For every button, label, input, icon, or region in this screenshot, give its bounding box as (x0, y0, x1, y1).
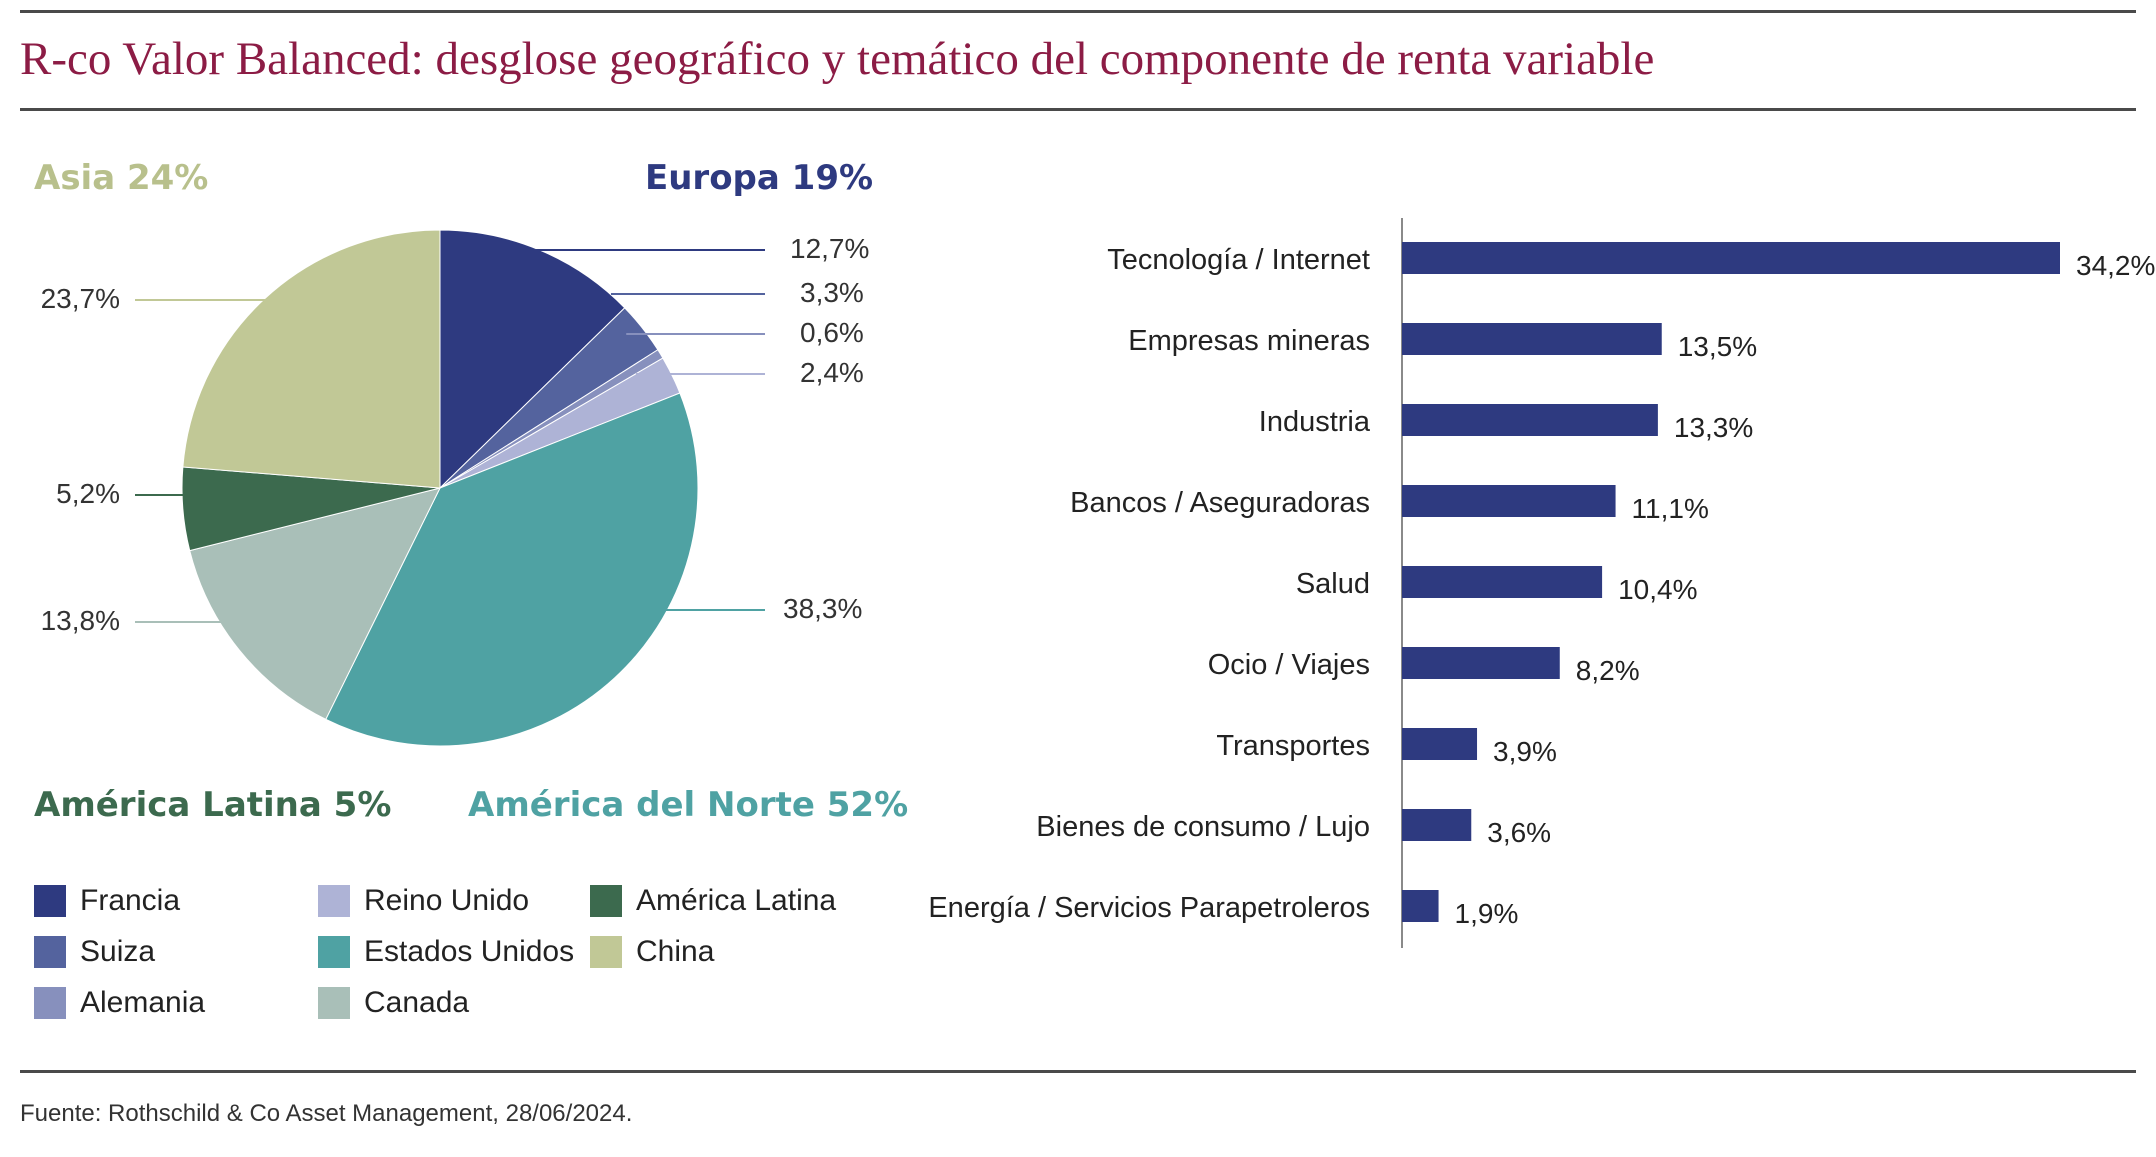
legend-label: Canada (364, 986, 470, 1019)
legend-swatch (318, 885, 350, 917)
legend-item-america-latina: América Latina (590, 884, 836, 918)
bar-category-industria: Industria (1259, 406, 1371, 438)
legend-label: Francia (80, 884, 181, 917)
bar-industria (1402, 404, 1658, 436)
legend-label: Estados Unidos (364, 935, 575, 968)
legend-item-estados-unidos: Estados Unidos (318, 935, 574, 969)
pie-label-reino-unido: 2,4% (800, 357, 864, 388)
pie-label-alemania: 0,6% (800, 317, 864, 348)
bar-transportes (1402, 728, 1478, 760)
bar-value-bienes-de-consumo-lujo: 3,6% (1487, 817, 1551, 848)
legend-swatch (318, 936, 350, 968)
pie-slice-china (182, 229, 441, 489)
bar-salud (1402, 566, 1603, 598)
top-rule (20, 10, 2136, 13)
pie-slice-estados-unidos (325, 392, 699, 747)
legend-item-suiza: Suiza (34, 935, 155, 969)
pie-label-estados-unidos: 38,3% (783, 593, 862, 624)
pie-label-canada: 13,8% (41, 605, 120, 636)
title-rule (20, 108, 2136, 111)
legend-item-china: China (590, 935, 714, 969)
region-label-america-latina: América Latina 5% (34, 785, 392, 825)
bar-empresas-mineras (1402, 323, 1662, 355)
bar-category-energia-servicios-parapetroleros: Energía / Servicios Parapetroleros (928, 892, 1370, 924)
region-label-asia: Asia 24% (34, 158, 209, 198)
region-label-europa: Europa 19% (645, 158, 874, 198)
bar-category-transportes: Transportes (1216, 730, 1370, 762)
chart-title: R-co Valor Balanced: desglose geográfico… (20, 33, 1655, 85)
bar-value-empresas-mineras: 13,5% (1678, 331, 1757, 362)
legend-swatch (590, 885, 622, 917)
bar-category-bancos-aseguradoras: Bancos / Aseguradoras (1070, 487, 1370, 519)
bar-category-empresas-mineras: Empresas mineras (1128, 325, 1370, 357)
legend-swatch (34, 885, 66, 917)
bar-energia-servicios-parapetroleros (1402, 890, 1439, 922)
bar-tecnologia-internet (1402, 242, 2060, 274)
bar-category-ocio-viajes: Ocio / Viajes (1208, 649, 1370, 681)
legend-label: Suiza (80, 935, 156, 968)
pie-label-america-latina: 5,2% (56, 478, 120, 509)
legend-item-canada: Canada (318, 986, 469, 1020)
pie-label-francia: 12,7% (790, 233, 869, 264)
region-label-america-norte: América del Norte 52% (468, 785, 909, 825)
bar-value-ocio-viajes: 8,2% (1576, 655, 1640, 686)
legend-item-reino-unido: Reino Unido (318, 884, 529, 918)
bar-bienes-de-consumo-lujo (1402, 809, 1472, 841)
legend-swatch (34, 987, 66, 1019)
bottom-rule (20, 1070, 2136, 1073)
bar-value-transportes: 3,9% (1493, 736, 1557, 767)
legend-swatch (590, 936, 622, 968)
bar-category-tecnologia-internet: Tecnología / Internet (1107, 244, 1370, 276)
pie-label-china: 23,7% (41, 283, 120, 314)
bar-value-industria: 13,3% (1674, 412, 1753, 443)
pie-slice-canada (189, 487, 441, 721)
legend-label: Alemania (80, 986, 206, 1019)
bar-value-energia-servicios-parapetroleros: 1,9% (1455, 898, 1519, 929)
bar-category-bienes-de-consumo-lujo: Bienes de consumo / Lujo (1036, 811, 1370, 843)
bar-value-salud: 10,4% (1618, 574, 1697, 605)
bar-chart: Tecnología / Internet 34,2% Empresas miner… (928, 218, 2155, 948)
legend-label: Reino Unido (364, 884, 530, 917)
legend-swatch (34, 936, 66, 968)
pie-label-suiza: 3,3% (800, 277, 864, 308)
pie-chart: 12,7% 3,3% 0,6% 2,4% 38,3% 13,8% 5,2% 23,7% (41, 229, 869, 747)
bar-ocio-viajes (1402, 647, 1560, 679)
legend-swatch (318, 987, 350, 1019)
legend-item-alemania: Alemania (34, 986, 205, 1020)
bar-bancos-aseguradoras (1402, 485, 1616, 517)
legend-label: América Latina (636, 884, 837, 917)
legend-item-francia: Francia (34, 884, 180, 918)
bar-value-bancos-aseguradoras: 11,1% (1632, 493, 1709, 524)
legend-label: China (636, 935, 715, 968)
bar-value-tecnologia-internet: 34,2% (2076, 250, 2155, 281)
bar-category-salud: Salud (1296, 568, 1370, 600)
source-note: Fuente: Rothschild & Co Asset Management… (20, 1100, 633, 1127)
